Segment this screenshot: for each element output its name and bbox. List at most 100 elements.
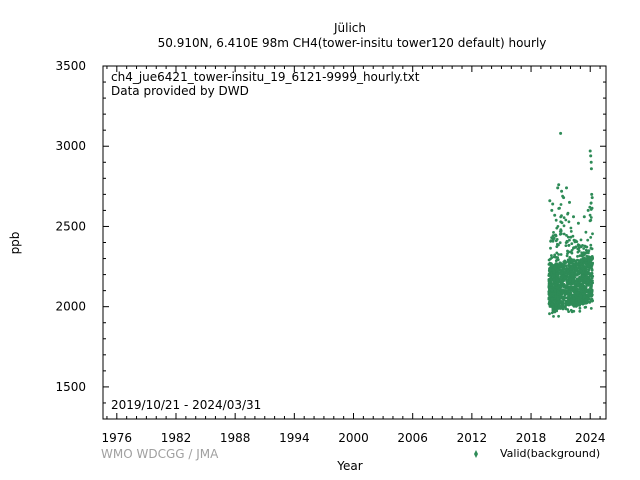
data-point <box>555 274 559 277</box>
data-point <box>568 277 572 281</box>
data-point <box>576 255 579 258</box>
data-point <box>553 288 557 292</box>
data-point <box>562 216 566 220</box>
x-tick-label: 1982 <box>161 431 192 445</box>
data-point <box>591 232 594 236</box>
data-point <box>553 233 557 237</box>
data-point <box>552 315 555 318</box>
data-point <box>551 234 555 238</box>
data-point <box>569 283 573 286</box>
data-point <box>559 232 563 236</box>
data-point <box>581 302 585 305</box>
data-point <box>549 239 552 243</box>
data-point <box>550 311 554 315</box>
data-point <box>570 309 574 313</box>
data-point <box>590 269 594 272</box>
legend-label: Valid(background) <box>500 447 601 460</box>
data-point <box>570 251 574 255</box>
data-point <box>576 271 580 275</box>
data-point <box>579 289 583 293</box>
data-point <box>577 244 580 248</box>
data-point <box>566 278 569 282</box>
data-point <box>554 295 557 299</box>
data-point <box>554 304 558 307</box>
data-point <box>574 267 578 271</box>
data-point <box>557 314 560 318</box>
data-point <box>558 206 561 210</box>
data-point <box>572 297 576 300</box>
data-point <box>550 297 554 301</box>
data-point-outlier <box>589 154 593 158</box>
data-point <box>576 302 580 305</box>
data-point <box>574 260 578 264</box>
chart-title: Jülich <box>333 21 367 35</box>
y-tick-label: 1500 <box>55 380 86 394</box>
data-point <box>556 242 559 246</box>
data-point <box>559 253 563 256</box>
data-point <box>590 291 594 294</box>
data-point <box>553 253 557 257</box>
data-point <box>586 279 590 283</box>
data-point <box>579 238 583 242</box>
data-point <box>578 306 582 310</box>
data-point <box>590 247 594 251</box>
plot-frame <box>102 65 607 420</box>
data-point <box>567 244 571 247</box>
data-point-outlier <box>590 192 594 196</box>
data-point <box>589 279 592 283</box>
data-point <box>566 275 570 279</box>
data-point-outlier <box>560 189 564 193</box>
x-tick-label: 2000 <box>338 431 369 445</box>
legend-marker <box>474 450 478 458</box>
data-point <box>581 271 585 274</box>
data-point <box>589 236 593 239</box>
data-filename: ch4_jue6421_tower-insitu_19_6121-9999_ho… <box>111 70 420 84</box>
data-point <box>558 264 561 267</box>
data-point <box>560 214 563 218</box>
data-point <box>573 283 577 286</box>
data-point <box>549 246 552 250</box>
data-point <box>571 282 575 285</box>
x-tick-label: 1994 <box>279 431 310 445</box>
data-point <box>552 270 556 274</box>
data-point <box>578 309 582 313</box>
data-point <box>564 218 568 222</box>
data-point-outlier <box>576 221 580 225</box>
data-point <box>556 295 559 299</box>
data-point <box>567 272 570 276</box>
data-point <box>564 307 568 311</box>
data-point <box>557 283 561 287</box>
data-point <box>575 298 579 301</box>
data-point <box>566 252 569 255</box>
data-point <box>551 239 555 243</box>
data-point <box>591 257 594 260</box>
data-point <box>556 293 559 296</box>
data-point <box>589 201 593 205</box>
data-point <box>567 261 571 264</box>
data-point <box>589 293 592 297</box>
data-point <box>584 285 588 288</box>
data-point-outlier <box>586 208 590 212</box>
data-point <box>587 264 590 268</box>
data-point-outlier <box>582 215 586 219</box>
data-point <box>591 274 595 278</box>
data-point <box>576 291 580 295</box>
data-point <box>579 269 583 273</box>
data-point <box>572 304 576 308</box>
data-point <box>556 268 560 272</box>
data-point <box>576 259 580 262</box>
data-point <box>550 302 554 306</box>
x-tick-label: 2018 <box>516 431 547 445</box>
data-point-outlier <box>590 196 594 200</box>
data-point <box>567 300 571 304</box>
data-point <box>554 218 558 222</box>
data-point <box>566 235 570 239</box>
data-point <box>558 302 562 305</box>
data-point <box>563 270 567 274</box>
data-point <box>552 263 556 267</box>
data-point <box>572 246 575 250</box>
data-point <box>557 253 560 256</box>
data-point <box>578 265 581 269</box>
data-point-outlier <box>550 208 554 212</box>
